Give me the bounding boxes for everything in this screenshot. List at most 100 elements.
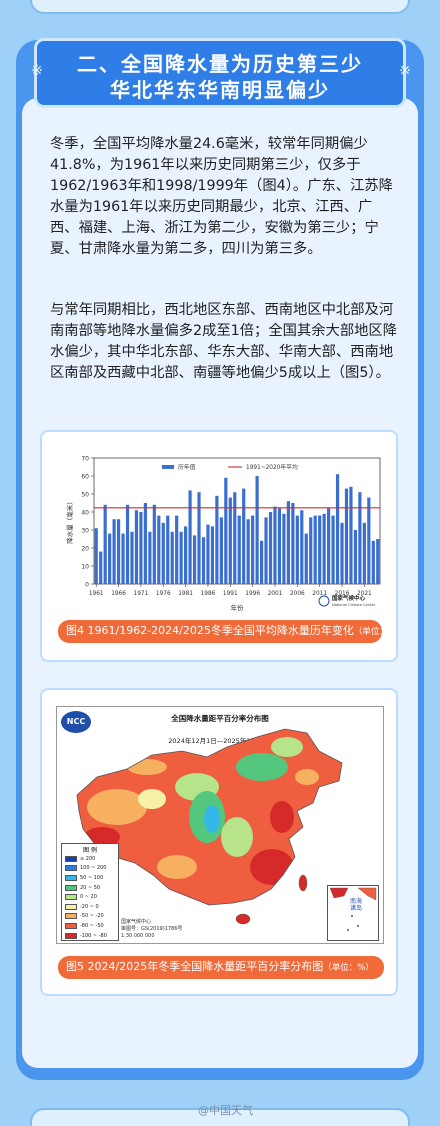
y-tick-label: 70 bbox=[81, 456, 89, 463]
inset-label: 南海诸岛 bbox=[350, 898, 363, 912]
bar bbox=[148, 531, 152, 584]
bar bbox=[367, 497, 371, 584]
bar bbox=[116, 519, 121, 584]
map-scale: 1:30 000 000 bbox=[121, 933, 155, 939]
inset-map bbox=[329, 887, 377, 931]
x-tick-label: 1981 bbox=[178, 591, 193, 597]
bar bbox=[206, 524, 210, 584]
bar bbox=[197, 492, 201, 584]
legend-swatch bbox=[65, 865, 77, 872]
bar bbox=[327, 508, 331, 584]
x-tick-label: 2016 bbox=[335, 591, 350, 597]
bar bbox=[349, 486, 353, 584]
legend-label: -100 ~ -80 bbox=[80, 932, 107, 939]
legend-item: 50 ~ 100 bbox=[62, 873, 118, 883]
bar bbox=[286, 501, 290, 584]
bar bbox=[268, 512, 273, 584]
legend-swatch bbox=[65, 894, 77, 901]
bar bbox=[161, 522, 165, 584]
bar bbox=[264, 517, 268, 584]
bar bbox=[192, 535, 197, 584]
bar bbox=[335, 474, 340, 584]
bar bbox=[282, 513, 286, 584]
map-footnote-approval: 审图号：GS(2019)1786号 bbox=[121, 926, 183, 932]
legend-item: -100 ~ -80 bbox=[62, 931, 118, 941]
legend-swatch bbox=[65, 903, 77, 910]
y-axis-label: 降水量（毫米） bbox=[65, 498, 74, 544]
x-axis-label: 年份 bbox=[231, 603, 245, 612]
bar bbox=[175, 515, 179, 584]
previous-card-edge bbox=[30, 0, 410, 14]
bar bbox=[344, 488, 349, 584]
legend-title: 图 例 bbox=[83, 847, 97, 854]
y-tick-label: 20 bbox=[81, 546, 89, 553]
agency-name-en: National Climate Center bbox=[332, 603, 376, 607]
x-tick-label: 2021 bbox=[357, 591, 372, 597]
legend-swatch bbox=[65, 932, 77, 939]
bar bbox=[210, 526, 215, 584]
section-title: 二、全国降水量为历史第三少 华北华东华南明显偏少 bbox=[34, 38, 406, 108]
x-tick-label: 1986 bbox=[201, 591, 216, 597]
legend-item: 100 ~ 200 bbox=[62, 864, 118, 874]
map-period: 2024年12月1日—2025年2月28日 bbox=[168, 737, 272, 745]
bar bbox=[99, 551, 103, 584]
map-footnote: 国家气候中心 审图号：GS(2019)1786号 1:30 000 000 bbox=[121, 919, 182, 940]
section-title-line1: 二、全国降水量为历史第三少 bbox=[77, 52, 363, 76]
bar bbox=[255, 476, 259, 584]
south-china-sea-inset: 南海诸岛 bbox=[327, 885, 379, 941]
bar bbox=[152, 504, 156, 584]
bar bbox=[313, 515, 317, 584]
bar bbox=[233, 492, 237, 584]
legend-swatch bbox=[65, 922, 77, 929]
y-tick-label: 30 bbox=[81, 528, 89, 535]
figure5-caption-unit: （单位：%） bbox=[323, 963, 374, 973]
bar bbox=[170, 531, 174, 584]
bar bbox=[157, 515, 161, 584]
bar bbox=[291, 503, 295, 584]
bar bbox=[215, 495, 219, 584]
y-tick-label: 50 bbox=[81, 492, 89, 499]
x-tick-label: 1971 bbox=[134, 591, 149, 597]
legend-item: ≥ 200 bbox=[62, 854, 118, 864]
bar bbox=[353, 530, 358, 584]
legend-item: -50 ~ -20 bbox=[62, 912, 118, 922]
map-legend: 图 例 ≥ 200 100 ~ 200 50 ~ 100 20 ~ 50 0 ~ 20 -… bbox=[61, 843, 119, 941]
legend-swatch-bars bbox=[162, 465, 174, 469]
legend-swatch bbox=[65, 913, 77, 920]
bar bbox=[331, 515, 335, 584]
bar bbox=[112, 519, 116, 584]
legend-swatch bbox=[65, 874, 77, 881]
x-tick-label: 1976 bbox=[156, 591, 171, 597]
bar bbox=[304, 533, 308, 584]
legend-item: -20 ~ 0 bbox=[62, 902, 118, 912]
bar bbox=[94, 528, 98, 584]
x-tick-label: 1961 bbox=[89, 591, 104, 597]
paragraph-1: 冬季，全国平均降水量24.6毫米，较常年同期偏少41.8%，为1961年以来历史… bbox=[50, 136, 393, 257]
figure4-caption-text: 图4 1961/1962-2024/2025冬季全国平均降水量历年变化 bbox=[66, 624, 354, 637]
bar bbox=[130, 531, 134, 584]
y-tick-label: 0 bbox=[85, 582, 89, 589]
legend-label: 100 ~ 200 bbox=[80, 865, 107, 872]
watermark: @中国天气 bbox=[198, 1104, 253, 1117]
legend-label-bars: 历年值 bbox=[178, 463, 196, 471]
legend-item: 20 ~ 50 bbox=[62, 883, 118, 893]
x-tick-label: 2006 bbox=[290, 591, 305, 597]
ncc-logo: NCC bbox=[61, 711, 91, 733]
legend-label: 50 ~ 100 bbox=[80, 874, 104, 881]
figure4-card: 0 10 20 30 40 50 60 70 1961 1966 1971 1976 1981 1986 1… bbox=[40, 430, 398, 662]
y-tick-label: 10 bbox=[81, 564, 89, 571]
bar bbox=[139, 512, 143, 584]
bar bbox=[237, 515, 241, 584]
bar bbox=[273, 506, 277, 584]
bar bbox=[362, 522, 366, 584]
y-tick-label: 40 bbox=[81, 510, 89, 517]
figure4-caption: 图4 1961/1962-2024/2025冬季全国平均降水量历年变化（单位：毫… bbox=[58, 620, 382, 643]
agency-logo-icon bbox=[318, 595, 330, 607]
bar bbox=[179, 531, 183, 584]
map-footnote-agency: 国家气候中心 bbox=[121, 919, 152, 925]
bar bbox=[300, 510, 304, 584]
bar bbox=[188, 490, 192, 584]
bar bbox=[246, 519, 250, 584]
figure4-caption-unit: （单位：毫米） bbox=[353, 627, 382, 637]
bar bbox=[309, 517, 313, 584]
